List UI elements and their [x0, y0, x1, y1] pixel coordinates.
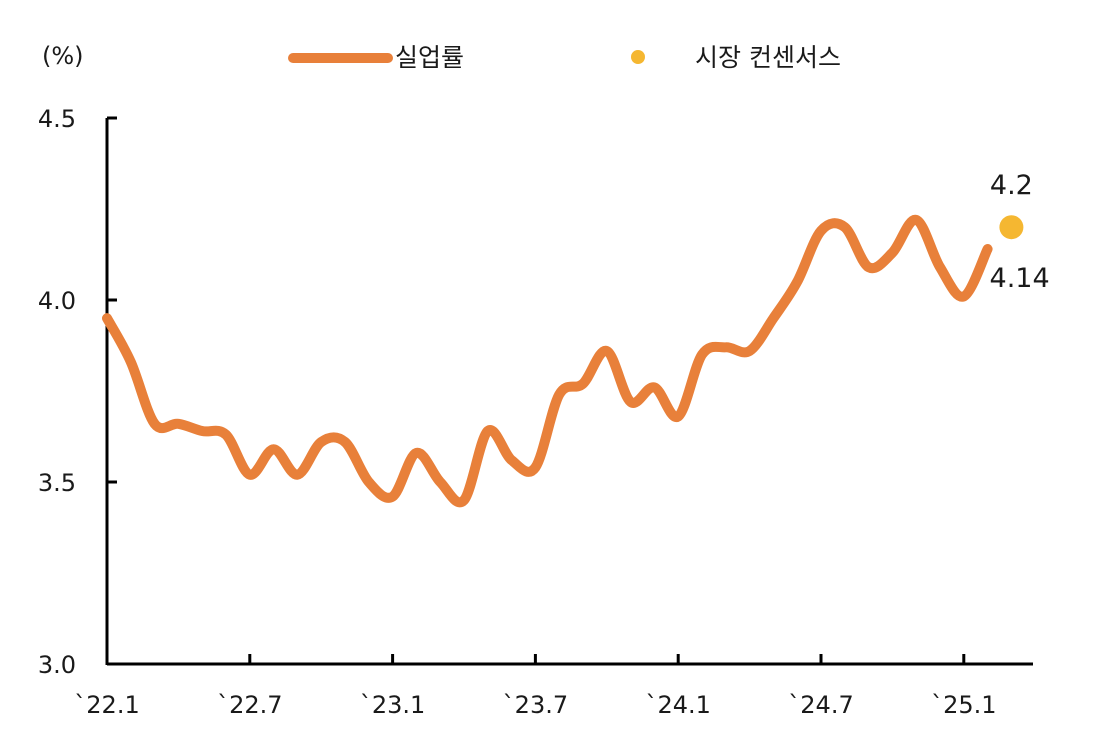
data-point-unemployment — [508, 456, 516, 464]
data-point-unemployment — [793, 278, 801, 286]
data-point-unemployment — [151, 420, 159, 428]
data-point-unemployment — [817, 227, 825, 235]
data-point-unemployment — [412, 449, 420, 457]
series-line-unemployment — [102, 214, 993, 508]
data-point-unemployment — [627, 398, 635, 406]
y-axis-ticks: 3.0 3.5 4.0 4.5 — [38, 105, 117, 679]
legend-label-unemployment: 실업률 — [395, 43, 464, 72]
x-tick-label: `24.1 — [645, 691, 710, 719]
data-label-consensus: 4.2 — [990, 170, 1033, 201]
data-point-unemployment — [841, 223, 849, 231]
data-point-unemployment — [246, 471, 254, 479]
legend: 실업률 시장 컨센서스 — [288, 43, 841, 72]
data-point-unemployment — [174, 420, 182, 428]
data-point-unemployment — [579, 380, 587, 388]
x-tick-label: `23.7 — [503, 691, 568, 719]
data-point-unemployment — [698, 351, 706, 359]
y-tick-label: 3.0 — [38, 651, 76, 679]
x-tick-label: `22.7 — [217, 691, 282, 719]
data-point-unemployment — [460, 496, 468, 504]
data-point-unemployment — [222, 431, 230, 439]
data-point-unemployment — [650, 383, 658, 391]
data-point-unemployment — [555, 391, 563, 399]
x-axis-ticks: `22.1 `22.7 `23.1 `23.7 `24.1 `24.7 `25.1 — [74, 654, 997, 719]
data-point-unemployment — [531, 463, 539, 471]
data-point-unemployment — [603, 347, 611, 355]
data-point-unemployment — [984, 245, 992, 253]
data-point-unemployment — [746, 347, 754, 355]
x-tick-label: `22.1 — [74, 691, 139, 719]
y-tick-label: 4.0 — [38, 287, 76, 315]
data-point-unemployment — [341, 438, 349, 446]
legend-swatch-consensus — [631, 50, 645, 64]
data-point-unemployment — [127, 358, 135, 366]
data-point-unemployment — [484, 427, 492, 435]
data-point-unemployment — [389, 493, 397, 501]
consensus-point — [999, 215, 1024, 240]
data-point-unemployment — [865, 263, 873, 271]
x-tick-label: `24.7 — [788, 691, 853, 719]
data-point-unemployment — [960, 292, 968, 300]
data-point-unemployment — [888, 249, 896, 257]
data-point-unemployment — [103, 314, 111, 322]
y-tick-label: 4.5 — [38, 105, 76, 133]
data-point-unemployment — [270, 445, 278, 453]
data-point-unemployment — [912, 216, 920, 224]
y-tick-label: 3.5 — [38, 469, 76, 497]
legend-label-consensus: 시장 컨센서스 — [695, 43, 841, 72]
data-point-unemployment — [936, 263, 944, 271]
data-point-unemployment — [436, 478, 444, 486]
data-point-unemployment — [365, 478, 373, 486]
data-point-unemployment — [674, 412, 682, 420]
data-label-last-unemployment: 4.14 — [990, 263, 1050, 294]
data-point-unemployment — [769, 314, 777, 322]
x-tick-label: `25.1 — [931, 691, 996, 719]
data-point-unemployment — [722, 343, 730, 351]
data-point-unemployment — [293, 471, 301, 479]
x-tick-label: `23.1 — [360, 691, 425, 719]
data-point-unemployment — [317, 438, 325, 446]
y-axis-unit-label: (%) — [42, 42, 84, 70]
data-point-unemployment — [198, 427, 206, 435]
